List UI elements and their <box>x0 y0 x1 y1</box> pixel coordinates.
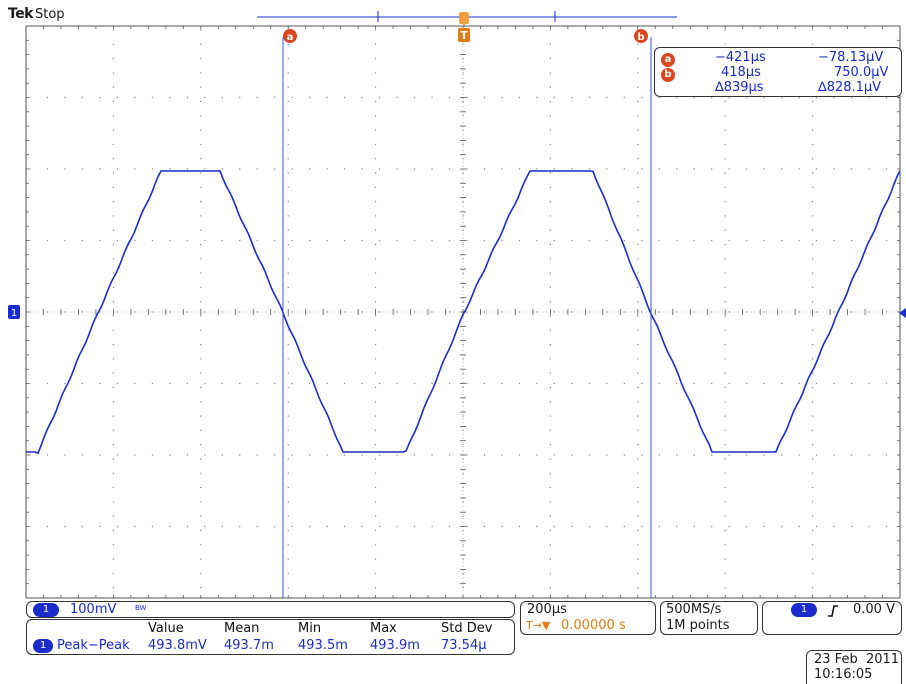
measurement-name: Peak−Peak <box>57 638 130 653</box>
channel-1-badge: 1 <box>33 603 59 617</box>
trigger-position-marker[interactable]: T <box>458 12 470 42</box>
measurement-max: 493.9m <box>370 638 420 653</box>
measurement-panel[interactable]: Value Mean Min Max Std Dev 1 Peak−Peak 4… <box>26 619 515 655</box>
cursor-b-marker[interactable]: b <box>634 29 648 43</box>
measurement-header-value: Value <box>148 621 184 636</box>
svg-text:T: T <box>460 29 468 42</box>
cursor-a-time: −421µs <box>715 50 766 65</box>
sample-rate: 500MS/s <box>666 602 722 617</box>
cursor-a-value: −78.13µV <box>818 50 884 65</box>
trigger-position-icon: T→▼ <box>526 619 551 632</box>
acquisition-panel[interactable]: 500MS/s 1M points <box>660 601 758 635</box>
measurement-header-std-dev: Std Dev <box>441 621 493 636</box>
cursor-b-value: 750.0µV <box>834 65 889 80</box>
measurement-mean: 493.7m <box>224 638 274 653</box>
svg-text:1: 1 <box>11 308 17 319</box>
svg-text:b: b <box>637 32 644 43</box>
rising-edge-icon <box>828 605 838 617</box>
brand-logo: Tek <box>8 6 34 22</box>
svg-text:a: a <box>287 32 294 43</box>
trigger-panel[interactable]: 1 0.00 V <box>762 601 902 635</box>
graticule-grid <box>25 25 900 599</box>
measurement-value: 493.8mV <box>148 638 207 653</box>
channel-1-scale: 100mV <box>70 602 117 617</box>
measurement-header-mean: Mean <box>224 621 260 636</box>
scope-header: Tek Stop <box>8 6 65 22</box>
cursor-b-time: 418µs <box>721 65 761 80</box>
bandwidth-limit-icon: BW <box>135 604 147 612</box>
datetime-panel: 23 Feb 2011 10:16:05 <box>806 650 902 684</box>
cursor-readout-panel: a −421µs −78.13µV b 418µs 750.0µV ∆839µs… <box>654 47 902 97</box>
time-display: 10:16:05 <box>814 667 873 682</box>
channel-1-waveform <box>26 169 901 455</box>
trigger-level-arrow[interactable] <box>899 308 906 318</box>
horizontal-scale: 200µs <box>527 602 567 617</box>
timebase-panel[interactable]: 200µs T→▼ 0.00000 s <box>520 601 656 635</box>
cursor-delta-value: ∆828.1µV <box>818 80 882 95</box>
channel-1-ground-marker[interactable]: 1 <box>8 305 20 319</box>
cursor-delta-time: ∆839µs <box>715 80 764 95</box>
measurement-channel-badge: 1 <box>33 639 53 653</box>
trigger-source-badge: 1 <box>791 603 817 617</box>
measurement-min: 493.5m <box>298 638 348 653</box>
date-display: 23 Feb 2011 <box>814 652 900 667</box>
cursor-b-badge: b <box>661 68 675 82</box>
measurement-header-min: Min <box>298 621 322 636</box>
acquisition-status: Stop <box>35 7 65 22</box>
record-length: 1M points <box>666 618 730 633</box>
channel-1-scale-panel[interactable]: 1 100mV BW <box>26 601 515 618</box>
measurement-header-max: Max <box>370 621 397 636</box>
measurement-std-dev: 73.54µ <box>441 638 487 653</box>
cursor-a-marker[interactable]: a <box>283 29 297 43</box>
trigger-level: 0.00 V <box>853 602 895 617</box>
trigger-position-value: 0.00000 s <box>561 618 626 633</box>
cursor-a-badge: a <box>661 53 675 67</box>
